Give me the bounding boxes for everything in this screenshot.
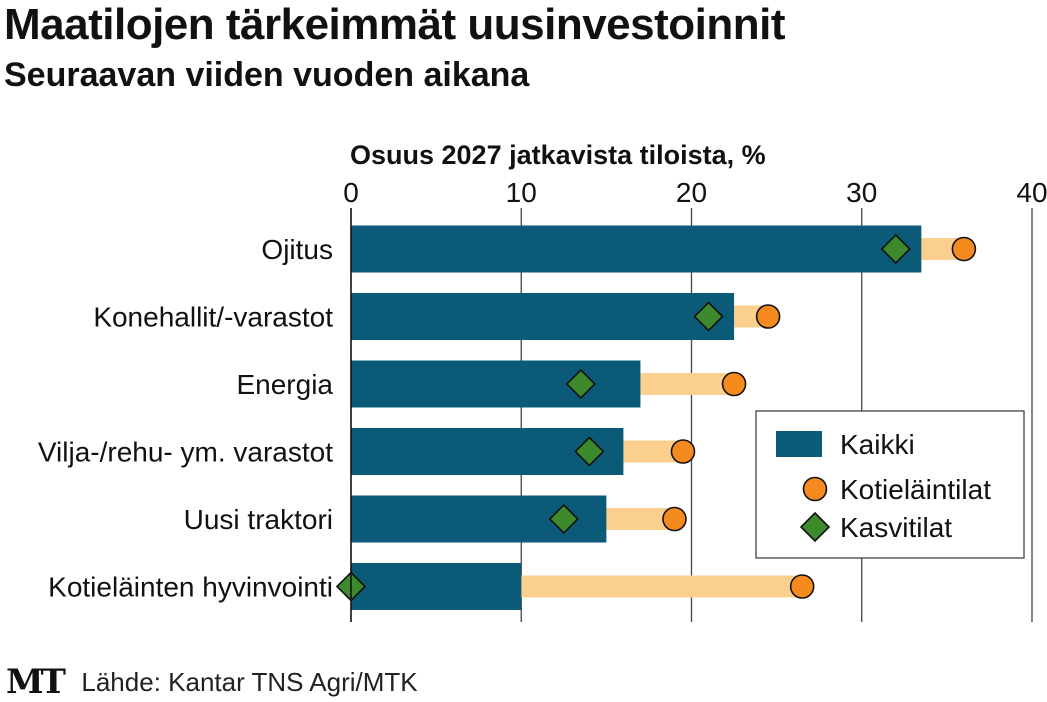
point-kotielaintilat: [721, 371, 747, 397]
legend-swatch-kaikki: [776, 431, 822, 457]
range-band: [521, 575, 803, 598]
category-label: Konehallit/-varastot: [93, 302, 333, 333]
bar-kaikki: [351, 563, 522, 610]
point-kotielaintilat: [755, 304, 781, 329]
category-label: Vilja-/rehu- ym. varastot: [38, 437, 333, 468]
range-band: [606, 508, 675, 530]
legend-label: Kotieläintilat: [840, 474, 991, 505]
x-tick-label: 0: [343, 177, 359, 208]
point-kasvitilat: [548, 503, 579, 535]
point-kasvitilat: [693, 301, 724, 332]
legend-label: Kasvitilat: [840, 512, 952, 543]
x-tick-label: 10: [506, 177, 537, 208]
legend-swatch-kasvitilat: [799, 511, 831, 543]
legend-label: Kaikki: [840, 429, 915, 460]
point-kasvitilat: [574, 436, 605, 467]
mt-logo: MT: [6, 662, 66, 702]
point-kasvitilat: [565, 368, 596, 400]
footer: MT Lähde: Kantar TNS Agri/MTK: [6, 662, 418, 702]
point-kotielaintilat: [670, 439, 696, 464]
point-kotielaintilat: [662, 506, 687, 532]
chart-subtitle: Seuraavan viiden vuoden aikana: [4, 56, 530, 94]
x-tick-label: 30: [846, 177, 877, 208]
category-label: Energia: [236, 369, 333, 400]
category-label: Kotieläinten hyvinvointi: [48, 572, 333, 603]
source-note: Lähde: Kantar TNS Agri/MTK: [81, 666, 418, 697]
range-band: [640, 373, 735, 395]
chart-title: Maatilojen tärkeimmät uusinvestoinnit: [4, 0, 786, 49]
x-tick-label: 20: [676, 177, 707, 208]
legend-box: [755, 410, 1025, 559]
category-label: Uusi traktori: [184, 504, 333, 535]
bar-kaikki: [351, 225, 922, 273]
bar-kaikki: [351, 360, 641, 408]
point-kotielaintilat: [789, 574, 815, 599]
bar-kaikki: [351, 293, 735, 340]
range-band: [623, 440, 683, 463]
category-label: Ojitus: [261, 234, 333, 265]
x-tick-label: 40: [1016, 177, 1047, 208]
point-kasvitilat: [880, 233, 911, 265]
point-kotielaintilat: [951, 236, 977, 262]
legend-swatch-kotielaintilat: [802, 476, 828, 502]
x-axis-title: Osuus 2027 jatkavista tiloista, %: [350, 140, 766, 170]
